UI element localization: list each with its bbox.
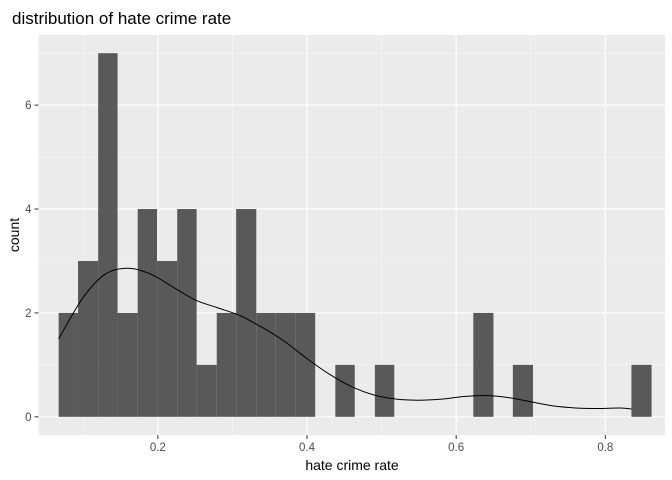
histogram-bar [256,312,276,417]
histogram-bar [275,312,296,417]
histogram-bar [157,260,178,417]
chart-title: distribution of hate crime rate [12,9,231,28]
histogram-bar [117,312,138,417]
histogram-bar [335,364,355,417]
x-axis: 0.2 0.4 0.6 0.8 [150,435,613,454]
histogram-bar [216,312,237,417]
histogram-bar [512,364,533,417]
y-tick-label: 2 [25,308,31,320]
x-tick-label: 0.2 [150,442,166,454]
y-tick-label: 4 [25,204,32,216]
histogram-bar [631,364,652,417]
histogram-bar [58,312,79,417]
y-axis-title: count [6,218,22,252]
histogram-bar [236,209,257,417]
histogram-bar [295,312,316,417]
y-tick-label: 0 [25,412,31,424]
histogram-bar [196,364,217,417]
histogram-bar [374,364,395,417]
density-line [58,267,632,410]
histogram-bar [78,260,99,417]
x-tick-label: 0.6 [448,442,464,454]
histogram-bar [98,53,118,417]
x-tick-label: 0.8 [597,442,613,454]
histogram-bar [473,312,494,417]
x-axis-title: hate crime rate [305,457,399,473]
x-tick-label: 0.4 [299,442,316,454]
histogram-bar [177,209,197,417]
histogram-bar [137,209,158,417]
y-axis: 0 2 4 6 [25,100,39,424]
y-tick-label: 6 [25,100,31,112]
